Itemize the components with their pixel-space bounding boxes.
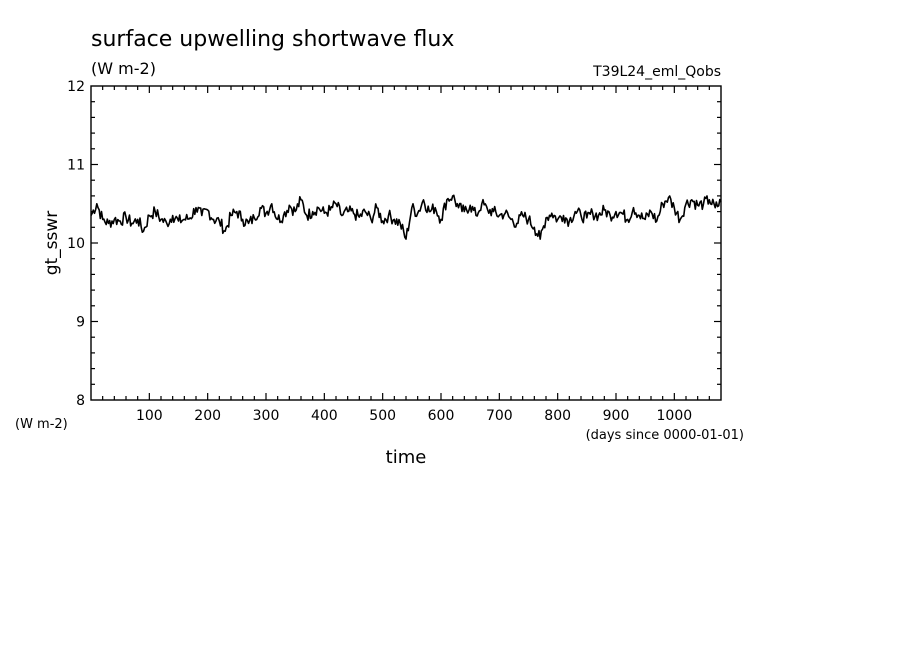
plot-frame xyxy=(90,85,722,401)
x-axis-units: (days since 0000-01-01) xyxy=(586,428,744,443)
x-tick-label: 300 xyxy=(253,408,280,424)
y-tick-label: 10 xyxy=(67,236,85,252)
y-tick-label: 9 xyxy=(76,315,85,331)
y-tick-label: 8 xyxy=(76,393,85,409)
y-tick-label: 12 xyxy=(67,79,85,95)
x-tick-label: 700 xyxy=(486,408,513,424)
x-tick-label: 400 xyxy=(311,408,338,424)
tick-labels: 100 200 300 400 500 600 700 800 900 1000 8 9 10 11 12 xyxy=(67,79,692,424)
run-label: T39L24_eml_Qobs xyxy=(592,64,721,80)
x-tick-label: 1000 xyxy=(657,408,693,424)
chart-subtitle: (W m-2) xyxy=(91,59,156,78)
y-axis-label: gt_sswr xyxy=(42,211,62,276)
chart-title: surface upwelling shortwave flux xyxy=(91,27,454,52)
y-tick-label: 11 xyxy=(67,158,85,174)
x-tick-label: 900 xyxy=(603,408,630,424)
x-tick-label: 100 xyxy=(136,408,163,424)
x-tick-label: 200 xyxy=(194,408,221,424)
x-axis-label: time xyxy=(386,447,427,468)
y-axis-units: (W m-2) xyxy=(15,417,68,432)
series-line xyxy=(90,194,722,240)
x-tick-label: 800 xyxy=(544,408,571,424)
x-tick-label: 500 xyxy=(369,408,396,424)
x-tick-label: 600 xyxy=(428,408,455,424)
axis-ticks xyxy=(91,86,721,400)
